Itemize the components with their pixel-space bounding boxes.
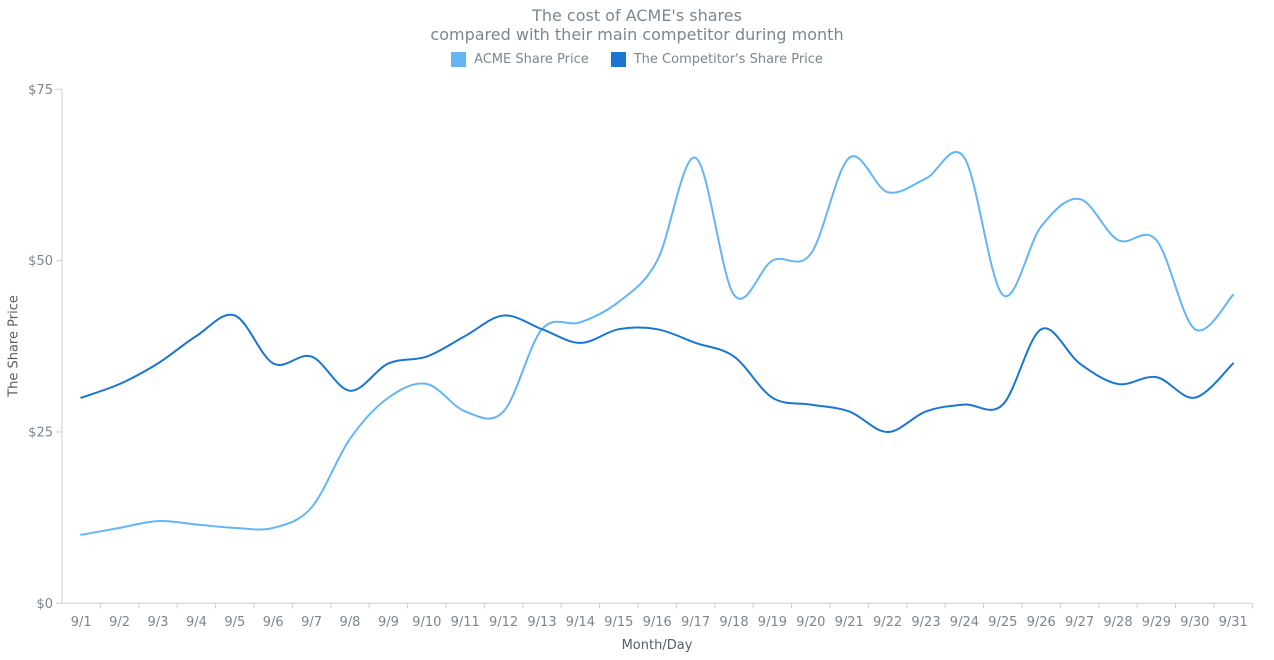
y-tick-label: $75	[28, 83, 53, 98]
x-tick-label: 9/27	[1065, 615, 1094, 630]
x-tick-label: 9/20	[796, 615, 825, 630]
x-tick-label: 9/6	[263, 615, 284, 630]
competitor-series-swatch-icon	[610, 52, 626, 67]
series-line-acme[interactable]	[80, 150, 1235, 536]
x-tick-label: 9/22	[873, 615, 902, 630]
x-tick-label: 9/31	[1219, 615, 1248, 630]
legend-item-label: The Competitor's Share Price	[633, 52, 823, 67]
chart-title-line2: compared with their main competitor duri…	[430, 25, 844, 44]
x-tick-label: 9/8	[340, 615, 361, 630]
x-tick-label: 9/7	[301, 615, 322, 630]
x-tick-label: 9/15	[604, 615, 633, 630]
y-tick-label: $50	[28, 254, 53, 269]
x-tick-label: 9/3	[148, 615, 169, 630]
x-tick-label: 9/12	[489, 615, 518, 630]
x-tick-label: 9/26	[1027, 615, 1056, 630]
x-tick-label: 9/18	[719, 615, 748, 630]
acme-series-swatch-icon	[451, 52, 467, 67]
x-tick-label: 9/25	[988, 615, 1017, 630]
series-line-competitor[interactable]	[80, 313, 1235, 433]
y-axis-title: The Share Price	[6, 295, 22, 397]
legend-item-label: ACME Share Price	[474, 52, 589, 67]
x-tick-label: 9/11	[451, 615, 480, 630]
x-tick-label: 9/23	[911, 615, 940, 630]
x-tick-label: 9/13	[527, 615, 556, 630]
x-tick-label: 9/29	[1142, 615, 1171, 630]
y-tick-label: $0	[36, 597, 53, 612]
chart-title-line1: The cost of ACME's shares	[532, 6, 742, 25]
x-tick-label: 9/21	[835, 615, 864, 630]
x-tick-label: 9/14	[566, 615, 595, 630]
legend: ACME Share Price The Competitor's Share …	[0, 52, 1274, 67]
x-tick-label: 9/19	[758, 615, 787, 630]
x-tick-label: 9/5	[224, 615, 245, 630]
x-tick-label: 9/4	[186, 615, 207, 630]
x-tick-label: 9/2	[109, 615, 130, 630]
x-tick-label: 9/10	[412, 615, 441, 630]
x-axis-title: Month/Day	[621, 638, 693, 653]
y-tick-label: $25	[28, 425, 53, 440]
x-tick-label: 9/17	[681, 615, 710, 630]
x-tick-label: 9/16	[643, 615, 672, 630]
legend-item-competitor[interactable]: The Competitor's Share Price	[610, 52, 823, 67]
legend-item-acme[interactable]: ACME Share Price	[451, 52, 589, 67]
x-tick-label: 9/28	[1103, 615, 1132, 630]
x-tick-label: 9/9	[378, 615, 399, 630]
x-tick-label: 9/1	[71, 615, 92, 630]
x-tick-label: 9/30	[1180, 615, 1209, 630]
x-tick-label: 9/24	[950, 615, 979, 630]
